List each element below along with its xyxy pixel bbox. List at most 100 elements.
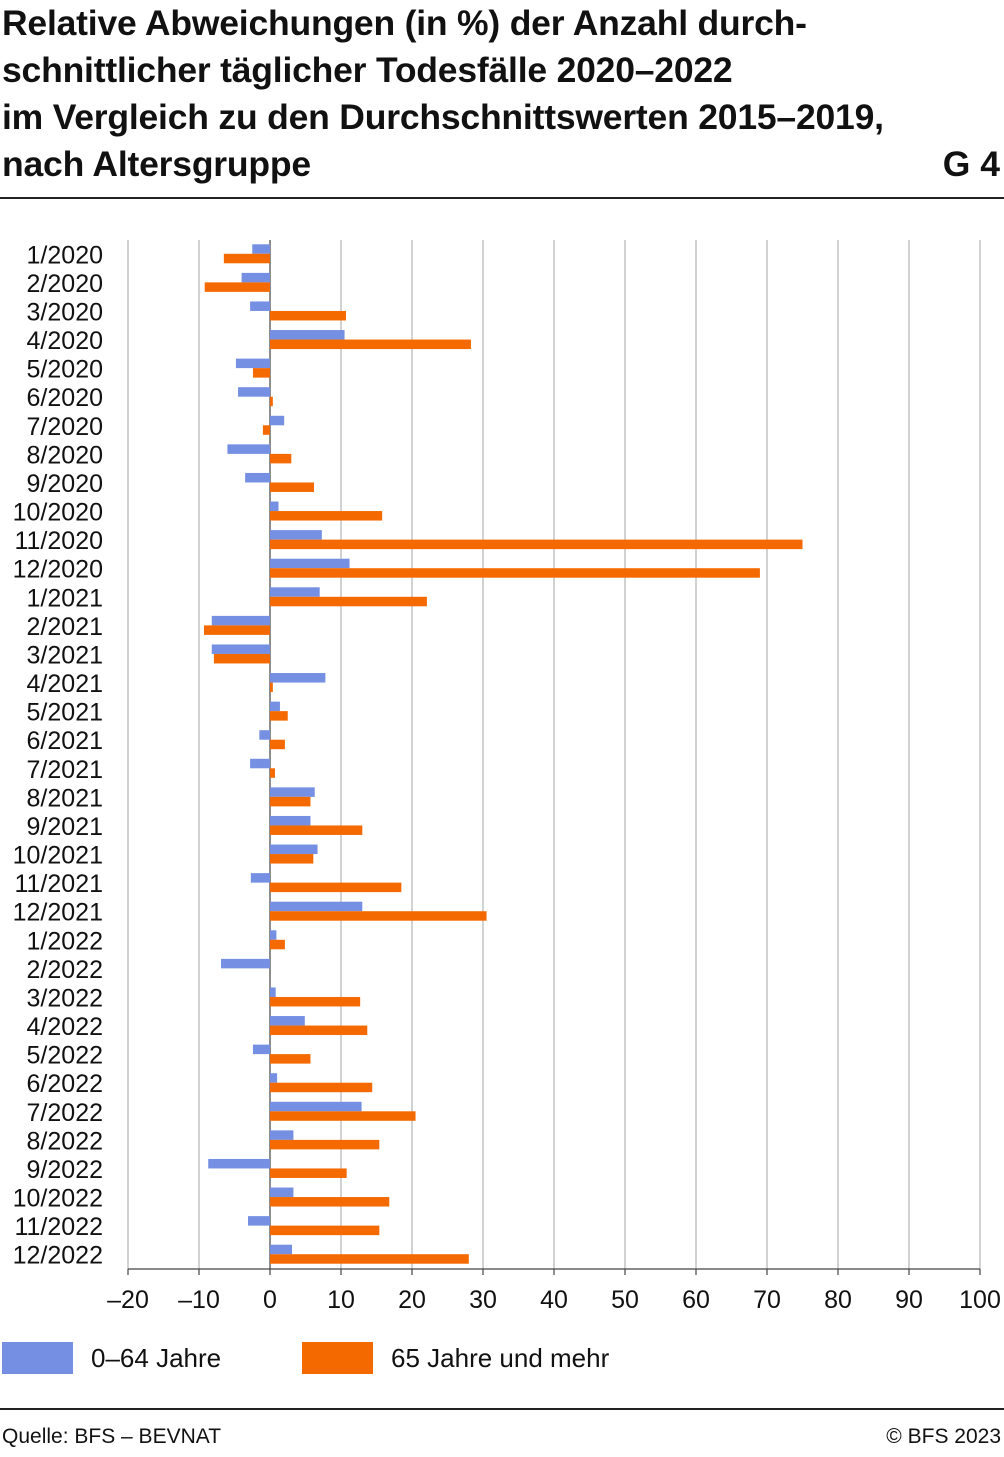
x-tick-label: 90 [895, 1286, 923, 1314]
y-category-label: 5/2020 [27, 356, 103, 384]
bar-0-64 [270, 844, 318, 855]
y-category-label: 4/2020 [27, 327, 103, 355]
footer-divider [0, 1408, 1004, 1410]
bar-65-plus [270, 453, 292, 464]
y-category-label: 7/2022 [27, 1099, 103, 1127]
y-category-label: 4/2021 [27, 670, 103, 698]
y-category-label: 7/2020 [27, 413, 103, 441]
x-tick-label: 80 [824, 1286, 852, 1314]
bar-0-64 [270, 1187, 294, 1198]
y-category-label: 5/2022 [27, 1042, 103, 1070]
bar-65-plus [270, 1025, 368, 1036]
y-category-label: 11/2021 [14, 870, 103, 898]
bar-65-plus [270, 1254, 469, 1264]
bar-0-64 [241, 272, 270, 283]
title-divider [0, 197, 1004, 199]
bar-0-64 [238, 387, 270, 397]
bar-0-64 [221, 958, 270, 969]
bar-65-plus [270, 1197, 390, 1207]
bar-0-64 [270, 1073, 278, 1083]
bar-0-64 [270, 701, 280, 712]
x-tick-label: 100 [959, 1286, 1001, 1314]
bar-65-plus [270, 1082, 373, 1093]
x-tick-label: 50 [611, 1286, 639, 1314]
bar-0-64 [245, 472, 270, 483]
y-category-label: 9/2021 [27, 813, 103, 841]
y-category-label: 2/2022 [27, 956, 103, 984]
y-category-label: 6/2022 [27, 1070, 103, 1098]
bar-65-plus [270, 939, 285, 950]
bar-65-plus [270, 339, 471, 350]
y-category-label: 11/2022 [14, 1213, 103, 1241]
y-category-label: 7/2021 [27, 756, 103, 784]
bar-65-plus [270, 739, 285, 750]
bar-0-64 [270, 1101, 362, 1112]
y-category-label: 2/2021 [27, 613, 103, 641]
bar-0-64 [270, 815, 311, 826]
bar-65-plus [270, 768, 275, 778]
bar-65-plus [270, 1111, 416, 1121]
copyright-note: © BFS 2023 [886, 1425, 1001, 1448]
title-block: Relative Abweichungen (in %) der Anzahl … [2, 0, 1002, 190]
legend-item-65-plus: 65 Jahre und mehr [302, 1340, 609, 1376]
y-category-label: 11/2020 [14, 527, 103, 555]
bar-0-64 [211, 615, 270, 626]
bar-65-plus [270, 1054, 311, 1064]
bar-65-plus [262, 425, 270, 435]
bar-65-plus [223, 253, 270, 264]
y-category-label: 2/2020 [27, 270, 103, 298]
y-category-label: 12/2020 [13, 556, 103, 584]
bar-65-plus [270, 825, 363, 835]
bar-65-plus [270, 1139, 380, 1150]
bar-65-plus [270, 1225, 380, 1236]
bar-65-plus [270, 911, 487, 921]
bar-0-64 [270, 530, 322, 540]
x-tick-label: 30 [469, 1286, 497, 1314]
bar-65-plus [270, 539, 803, 550]
y-category-label: 12/2022 [13, 1242, 103, 1270]
bar-0-64 [211, 644, 270, 654]
bar-0-64 [235, 358, 270, 369]
y-category-label: 4/2022 [27, 1013, 103, 1041]
y-category-label: 1/2021 [27, 584, 103, 612]
x-tick-label: –20 [107, 1286, 149, 1314]
bar-65-plus [270, 511, 383, 521]
bar-0-64 [270, 673, 326, 683]
bar-0-64 [250, 758, 270, 769]
bar-0-64 [270, 558, 350, 569]
bar-0-64 [270, 930, 277, 940]
bar-0-64 [252, 1044, 270, 1055]
y-category-label: 9/2020 [27, 470, 103, 498]
bar-0-64 [270, 1016, 305, 1026]
bar-0-64 [270, 415, 285, 426]
y-category-label: 8/2021 [27, 784, 103, 812]
bar-65-plus [270, 882, 402, 893]
legend: 0–64 Jahre 65 Jahre und mehr [0, 1340, 1004, 1380]
bar-0-64 [227, 444, 270, 454]
y-category-label: 9/2022 [27, 1156, 103, 1184]
y-category-label: 1/2022 [27, 927, 103, 955]
x-tick-label: 20 [398, 1286, 426, 1314]
x-tick-label: 10 [327, 1286, 355, 1314]
y-category-label: 1/2020 [27, 241, 103, 269]
bar-65-plus [270, 568, 760, 578]
x-tick-label: 40 [540, 1286, 568, 1314]
y-category-label: 8/2022 [27, 1127, 103, 1155]
bar-0-64 [270, 901, 363, 912]
bar-0-64 [250, 301, 270, 311]
y-category-label: 6/2020 [27, 384, 103, 412]
bar-chart: –20 –10 0 10 20 30 40 50 60 70 80 90 100 1/20202/2020… [13, 240, 1001, 1314]
bar-0-64 [259, 730, 270, 740]
y-category-label: 5/2021 [27, 699, 103, 727]
bar-65-plus [270, 796, 311, 807]
bar-65-plus [213, 653, 270, 664]
bar-65-plus [270, 596, 427, 607]
bar-65-plus [203, 625, 270, 635]
bar-65-plus [270, 711, 288, 721]
bar-65-plus [270, 396, 273, 407]
bar-65-plus [270, 310, 346, 321]
source-note: Quelle: BFS – BEVNAT [2, 1425, 222, 1448]
x-tick-label: 0 [263, 1286, 277, 1314]
bar-0-64 [208, 1158, 270, 1169]
y-category-label: 10/2022 [13, 1185, 103, 1213]
